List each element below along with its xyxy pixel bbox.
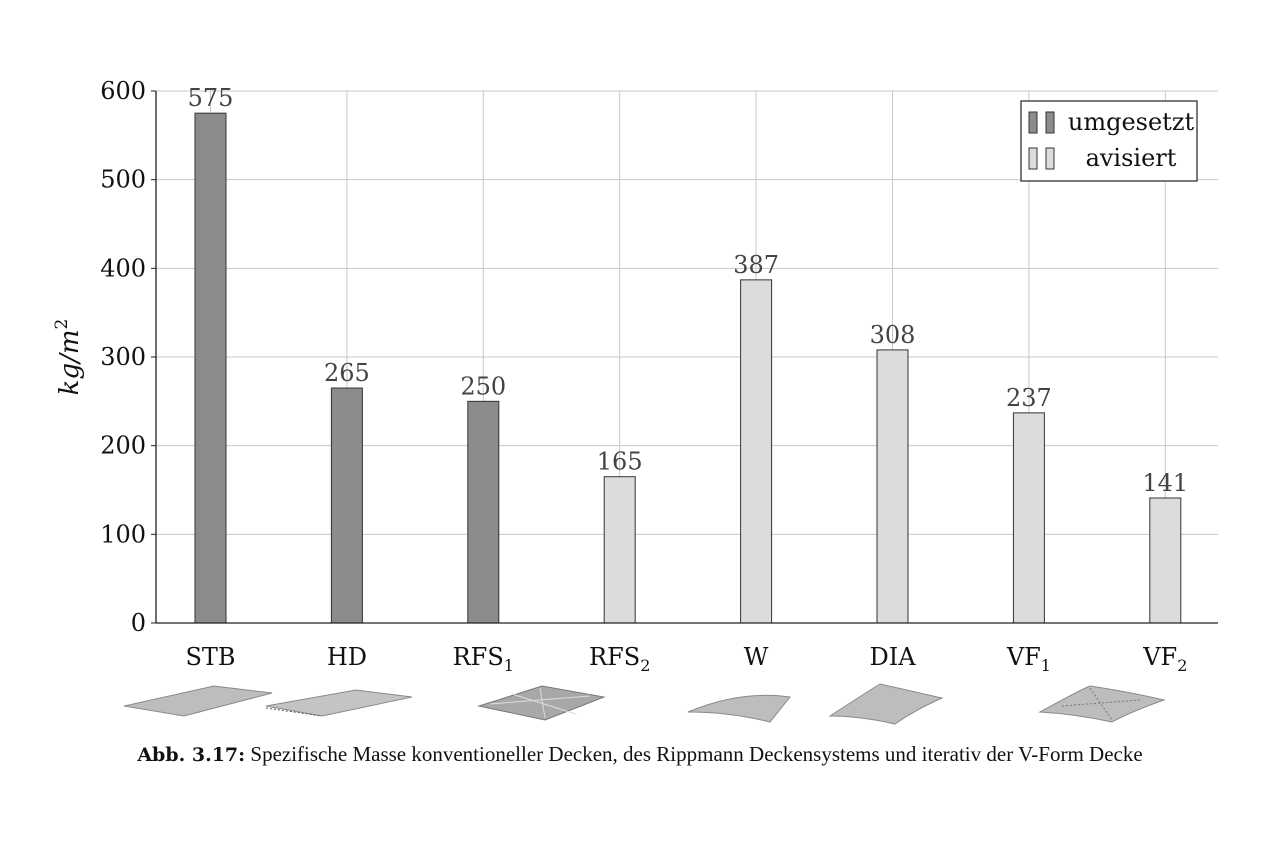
data-label: 387 (733, 251, 779, 279)
slab-thumbnails (123, 683, 1166, 725)
data-label: 237 (1006, 384, 1052, 412)
legend-swatch (1028, 111, 1038, 134)
x-tick-label: HD (327, 643, 367, 671)
slab-ribbed-ribs (489, 687, 591, 719)
bar (1012, 412, 1045, 624)
data-label: 165 (597, 448, 643, 476)
figure-caption: Abb. 3.17: Spezifische Masse konventione… (40, 738, 1240, 771)
y-axis-label-text: kg/m2 (52, 319, 85, 396)
x-tick-labels: STB HD RFS1 RFS2 W DIA VF1 VF2 (185, 643, 1187, 675)
y-tick-label: 200 (100, 432, 146, 460)
data-labels: 575 265 250 165 387 308 237 141 (188, 84, 1189, 497)
legend-swatch (1028, 147, 1038, 170)
y-tick-label: 600 (100, 77, 146, 105)
caption-text: Spezifische Masse konventioneller Decken… (250, 742, 1143, 766)
bar (740, 279, 773, 624)
y-axis-label: kg/m2 (52, 319, 85, 396)
data-label: 141 (1142, 469, 1188, 497)
bars (194, 112, 1182, 624)
y-tick-label: 500 (100, 166, 146, 194)
data-label: 265 (324, 359, 370, 387)
slab-vault-thumb (687, 694, 791, 723)
legend-label: umgesetzt (1068, 108, 1195, 136)
legend-swatch (1045, 147, 1055, 170)
y-tick-label: 100 (100, 520, 146, 548)
y-tick-labels: 0 100 200 300 400 500 600 (100, 77, 146, 637)
legend-label: avisiert (1086, 144, 1177, 172)
caption-label: Abb. 3.17: (137, 744, 246, 766)
x-tick-label: W (744, 643, 769, 671)
x-tick-label: RFS2 (589, 643, 650, 675)
x-tick-label: VF2 (1142, 643, 1187, 675)
legend: umgesetzt avisiert (1020, 100, 1198, 182)
slab-flat-thumb (123, 685, 273, 717)
slab-vf-thumb (1038, 685, 1166, 723)
x-tick-label: VF1 (1006, 643, 1051, 675)
y-tick-label: 300 (100, 343, 146, 371)
slab-vf-creases (1061, 687, 1141, 721)
x-tick-label: RFS1 (453, 643, 514, 675)
axes (151, 90, 1218, 624)
data-label: 575 (188, 84, 234, 112)
bar (194, 112, 227, 624)
slab-hollow-cores (265, 707, 323, 717)
bar (876, 349, 909, 624)
y-tick-label: 0 (131, 609, 146, 637)
y-tick-label: 400 (100, 254, 146, 282)
x-tick-label: DIA (869, 643, 916, 671)
bar (467, 400, 500, 624)
data-label: 250 (460, 372, 506, 400)
data-label: 308 (870, 321, 916, 349)
slab-hollow-thumb (265, 689, 413, 717)
legend-swatch (1045, 111, 1055, 134)
bar (603, 476, 636, 624)
x-tick-label: STB (185, 643, 235, 671)
bar (330, 387, 363, 624)
bar (1149, 497, 1182, 624)
slab-dia-thumb (828, 683, 944, 725)
